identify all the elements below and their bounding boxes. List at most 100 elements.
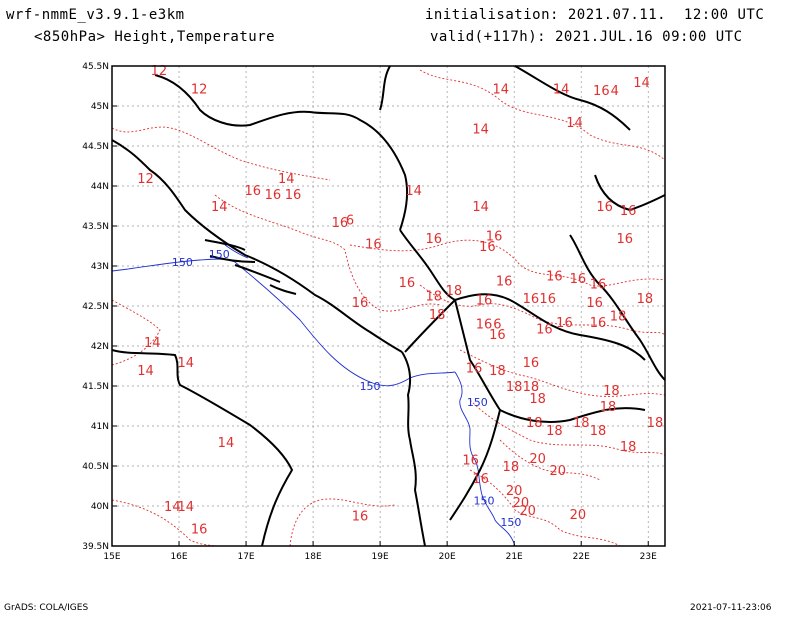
temperature-label: 16 — [191, 522, 208, 537]
tick-label-lat: 45N — [91, 102, 109, 112]
temperature-label: 20 — [519, 504, 536, 519]
temperature-label: 14 — [493, 82, 510, 97]
temperature-label: 16 — [476, 318, 493, 333]
tick-label-lat: 41.5N — [82, 382, 109, 392]
valid-time: valid(+117h): 2021.JUL.16 09:00 UTC — [430, 29, 743, 45]
height-label: 150 — [209, 248, 230, 261]
island — [269, 284, 297, 295]
temperature-label: 14 — [553, 82, 570, 97]
temperature-label: 16 — [476, 294, 493, 309]
border — [449, 409, 501, 521]
temperature-label: 16 — [466, 362, 483, 377]
temperature-label: 14 — [211, 200, 228, 215]
tick-label-lat: 41N — [91, 422, 109, 432]
height-label: 150 — [360, 380, 381, 393]
temperature-label: 14 — [164, 500, 181, 515]
temperature-label: 18 — [573, 416, 590, 431]
tick-label-lon: 19E — [372, 552, 389, 562]
tick-label-lat: 43.5N — [82, 222, 109, 232]
height-label: 150 — [467, 396, 488, 409]
temperature-label: 20 — [506, 484, 523, 499]
temperature-label: 18 — [603, 384, 620, 399]
temperature-label: 12 — [191, 82, 208, 97]
temperature-label: 18 — [620, 440, 637, 455]
temperature-label: 12 — [151, 64, 168, 79]
tick-label-lon: 15E — [103, 552, 120, 562]
init-time: initialisation: 2021.07.11. 12:00 UTC — [425, 7, 765, 23]
temperature-label: 18 — [546, 424, 563, 439]
height-labels: 150 150 150 150 150 150 — [172, 248, 521, 529]
tick-label-lat: 42N — [91, 342, 109, 352]
graticule — [112, 66, 665, 546]
border — [379, 65, 391, 111]
tick-label-lon: 21E — [506, 552, 523, 562]
temperature-label: 16 — [352, 510, 369, 525]
model-title: wrf-nmmE_v3.9.1-e3km — [6, 7, 185, 23]
temperature-label: 14 — [137, 364, 154, 379]
temperature-label: 14 — [566, 116, 583, 131]
tick-label-lat: 44N — [91, 182, 109, 192]
border — [569, 234, 666, 381]
tick-label-lat: 42.5N — [82, 302, 109, 312]
temperature-label: 18 — [489, 364, 506, 379]
tick-label-lat: 39.5N — [82, 542, 109, 552]
tick-label-lon: 16E — [170, 552, 187, 562]
temp-contour — [214, 194, 441, 312]
temperature-contours — [111, 69, 666, 547]
tick-label-lon: 18E — [305, 552, 322, 562]
temperature-label: 16 — [462, 454, 479, 469]
temperature-label: 18 — [506, 380, 523, 395]
temperature-label: 18 — [637, 292, 654, 307]
temperature-label: 16 — [425, 232, 442, 247]
temperature-label: 20 — [549, 464, 566, 479]
footer-credit: GrADS: COLA/IGES — [4, 603, 89, 613]
border — [594, 174, 666, 212]
tick-label-lat: 45.5N — [82, 62, 109, 72]
temperature-label: 16 — [617, 232, 634, 247]
temperature-label: 14 — [633, 76, 650, 91]
temperature-label: 14 — [218, 436, 235, 451]
temperature-label: 16 — [590, 316, 607, 331]
temperature-label: 16 — [523, 292, 540, 307]
temperature-label: 16 — [479, 240, 496, 255]
temp-contour — [111, 499, 216, 547]
temperature-label: 14 — [472, 200, 489, 215]
border — [454, 299, 501, 411]
temperature-label: 20 — [513, 496, 530, 511]
temperature-label: 16 — [265, 188, 282, 203]
temperature-label: 16 — [523, 356, 540, 371]
tick-label-lon: 20E — [439, 552, 456, 562]
tick-label-lon: 23E — [640, 552, 657, 562]
island — [204, 239, 246, 251]
temp-contour — [499, 439, 601, 481]
tick-label-lat: 40.5N — [82, 462, 109, 472]
tick-label-lon: 22E — [573, 552, 590, 562]
temperature-label: 18 — [590, 424, 607, 439]
border — [499, 407, 646, 423]
temperature-label: 16 — [593, 84, 610, 99]
tick-label-lat: 40N — [91, 502, 109, 512]
border — [404, 299, 456, 353]
coastline — [111, 139, 403, 353]
tick-label-lon: 17E — [237, 552, 254, 562]
temperature-label: 14 — [278, 172, 295, 187]
height-label: 150 — [172, 256, 193, 269]
height-label: 150 — [474, 494, 495, 507]
border — [514, 65, 631, 131]
coastline — [111, 349, 294, 547]
temp-contour — [419, 284, 666, 336]
temperature-label: 14 — [144, 336, 161, 351]
height-contour-150 — [481, 494, 516, 547]
tick-label-lat: 43N — [91, 262, 109, 272]
temperature-label: 16 — [489, 328, 506, 343]
temp-contour — [459, 349, 666, 397]
temperature-label: 12 — [137, 172, 154, 187]
islands — [204, 239, 297, 295]
island — [234, 264, 281, 283]
temperature-label: 16 — [365, 238, 382, 253]
coastlines-borders — [111, 65, 666, 547]
temperature-label: 6 — [346, 214, 354, 229]
temp-contour — [111, 126, 331, 181]
